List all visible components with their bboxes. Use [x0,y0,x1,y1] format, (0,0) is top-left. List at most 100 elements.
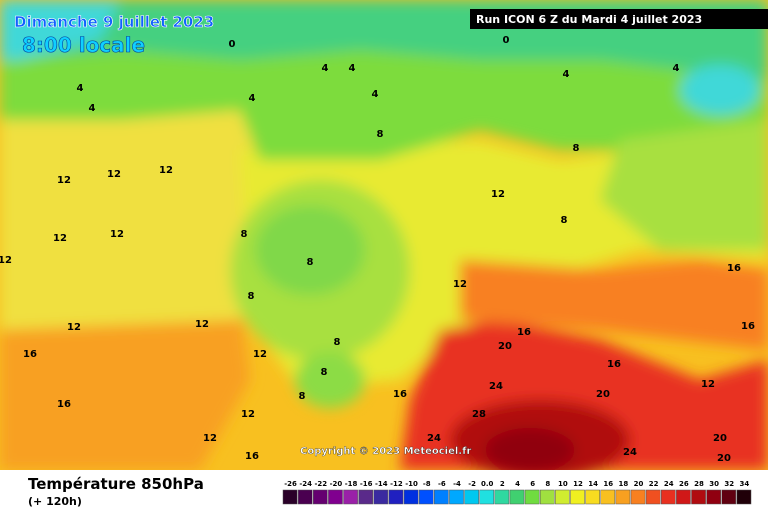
scale-label: -18 [345,480,358,488]
scale-swatch [524,489,540,505]
scale-swatch [358,489,374,505]
contour-label: 8 [299,391,306,402]
contour-label: 20 [717,453,731,464]
scale-label: 32 [724,480,734,488]
contour-label: 16 [393,389,407,400]
temperature-field [0,0,768,480]
contour-label: 4 [322,63,329,74]
scale-swatch [449,489,464,505]
scale-label: 18 [619,480,629,488]
contour-label: 12 [107,169,121,180]
scale-label: -6 [438,480,446,488]
scale-label: 10 [558,480,568,488]
scale-swatch [388,489,404,505]
scale-swatch [509,489,525,505]
contour-label: 8 [561,215,568,226]
forecast-time: 8:00 locale [22,33,145,57]
scale-swatch [630,489,646,505]
scale-label: 24 [664,480,674,488]
scale-swatch [660,489,676,505]
contour-label: 0 [503,35,510,46]
scale-swatch [282,489,298,505]
contour-label: 20 [596,389,610,400]
run-box [470,9,768,29]
scale-swatch [328,489,343,505]
scale-label: 0.0 [481,480,494,488]
scale-swatch [721,489,737,505]
footer-title: Température 850hPa [28,475,204,493]
scale-label: 6 [530,480,535,488]
contour-label: 12 [195,319,209,330]
footer-lead: (+ 120h) [28,495,82,508]
contour-label: 12 [110,229,124,240]
contour-label: 12 [453,279,467,290]
contour-label: 16 [517,327,531,338]
scale-label: 22 [649,480,659,488]
contour-label: 24 [623,447,637,458]
contour-label: 4 [89,103,96,114]
scale-swatch [585,489,600,505]
scale-label: -26 [284,480,297,488]
scale-swatch [418,489,434,505]
colorbar: -26 -24 -22 -20 -18 -16 -14 -12 -10 -8 -6 -4 -2 0.0 2 4… [282,480,752,505]
contour-label: 12 [0,255,12,266]
scale-label: 14 [588,480,598,488]
scale-swatch [736,489,752,505]
contour-label: 28 [472,409,486,420]
run-info: Run ICON 6 Z du Mardi 4 juillet 2023 [476,13,702,26]
scale-swatch [570,489,585,505]
scale-label: 28 [694,480,704,488]
scale-label: -14 [375,480,388,488]
contour-label: 8 [377,129,384,140]
scale-swatch [313,489,328,505]
scale-swatch [555,489,570,505]
scale-swatch [691,489,706,505]
scale-label: 20 [634,480,644,488]
contour-label: 4 [673,63,680,74]
forecast-date: Dimanche 9 juillet 2023 [14,13,214,31]
scale-swatch [373,489,389,505]
contour-label: 24 [427,433,441,444]
scale-label: -4 [453,480,461,488]
contour-label: 12 [241,409,255,420]
scale-label: 34 [740,480,750,488]
contour-label: 4 [249,93,256,104]
contour-label: 12 [701,379,715,390]
contour-label: 8 [321,367,328,378]
contour-label: 8 [573,143,580,154]
scale-label: -2 [468,480,476,488]
contour-label: 4 [563,69,570,80]
scale-swatch [706,489,721,505]
scale-swatch [479,489,495,505]
scale-label: 2 [500,480,505,488]
scale-swatch [464,489,479,505]
contour-labels: 0 0 4 4 4 4 4 4 4 4 8 8 8 8 8 8 12 12 12… [0,35,755,464]
scale-swatch [434,489,449,505]
contour-label: 8 [334,337,341,348]
scale-swatch [645,489,661,505]
scale-label: -16 [360,480,373,488]
contour-label: 16 [727,263,741,274]
copyright: Copyright © 2023 Meteociel.fr [300,446,471,457]
contour-label: 16 [57,399,71,410]
contour-label: 12 [203,433,217,444]
contour-label: 12 [53,233,67,244]
contour-label: 12 [67,322,81,333]
scale-label: 16 [603,480,613,488]
contour-label: 4 [77,83,84,94]
scale-label: -24 [299,480,312,488]
scale-swatch [343,489,358,505]
contour-label: 0 [229,39,236,50]
scale-label: 30 [709,480,719,488]
contour-label: 16 [245,451,259,462]
contour-label: 12 [253,349,267,360]
contour-label: 8 [241,229,248,240]
scale-swatch [676,489,691,505]
contour-label: 4 [349,63,356,74]
contour-label: 16 [741,321,755,332]
scale-swatch [403,489,419,505]
scale-label: 4 [515,480,520,488]
contour-label: 16 [607,359,621,370]
